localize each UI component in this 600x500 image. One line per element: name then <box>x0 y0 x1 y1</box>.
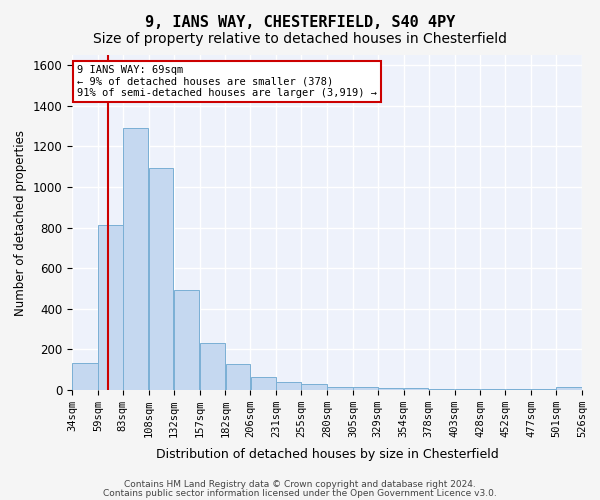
Bar <box>72 362 98 390</box>
Bar <box>506 389 531 390</box>
Bar <box>481 389 505 390</box>
X-axis label: Distribution of detached houses by size in Chesterfield: Distribution of detached houses by size … <box>155 448 499 462</box>
Bar <box>429 389 454 390</box>
Bar <box>251 377 276 390</box>
Text: Size of property relative to detached houses in Chesterfield: Size of property relative to detached ho… <box>93 32 507 46</box>
Bar <box>123 128 148 390</box>
Bar <box>378 388 403 390</box>
Bar <box>174 290 199 390</box>
Bar <box>455 389 480 390</box>
Bar <box>226 364 250 390</box>
Bar <box>353 388 377 390</box>
Bar <box>149 168 173 390</box>
Bar <box>532 389 556 390</box>
Bar <box>301 384 327 390</box>
Bar <box>556 388 582 390</box>
Text: 9, IANS WAY, CHESTERFIELD, S40 4PY: 9, IANS WAY, CHESTERFIELD, S40 4PY <box>145 15 455 30</box>
Bar <box>404 388 428 390</box>
Text: 9 IANS WAY: 69sqm
← 9% of detached houses are smaller (378)
91% of semi-detached: 9 IANS WAY: 69sqm ← 9% of detached house… <box>77 65 377 98</box>
Bar <box>98 224 122 390</box>
Text: Contains public sector information licensed under the Open Government Licence v3: Contains public sector information licen… <box>103 488 497 498</box>
Bar <box>327 387 353 390</box>
Bar <box>277 382 301 390</box>
Bar <box>200 344 225 390</box>
Y-axis label: Number of detached properties: Number of detached properties <box>14 130 27 316</box>
Text: Contains HM Land Registry data © Crown copyright and database right 2024.: Contains HM Land Registry data © Crown c… <box>124 480 476 489</box>
